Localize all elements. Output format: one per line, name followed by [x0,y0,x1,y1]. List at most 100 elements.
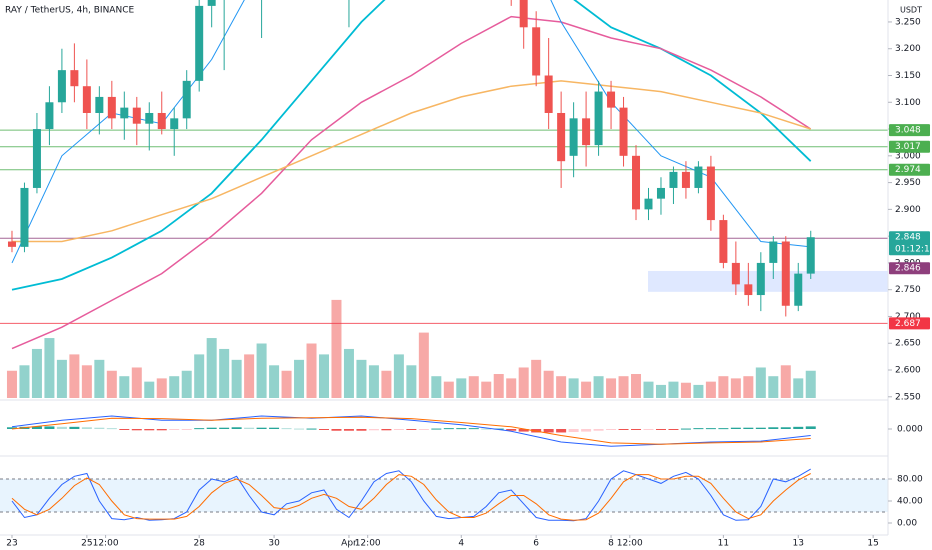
volume-bar [381,370,392,398]
volume-bar [106,370,117,398]
volume-bar [169,376,180,398]
volume-bar [568,378,579,398]
volume-bar [481,381,492,398]
candle-body [32,129,41,188]
volume-bar [768,376,779,398]
candle-body [731,262,740,285]
x-tick-label: 11 [718,539,729,549]
volume-bar [56,359,67,398]
volume-bar [655,384,666,398]
volume-bar [343,348,354,398]
moving-average [11,15,812,350]
candle-body [95,96,104,113]
volume-bar [493,374,504,398]
moving-average [11,0,811,264]
y-tick-label: 2.600 [895,366,921,376]
macd-histogram [443,428,454,430]
volume-bar [406,365,417,398]
macd-histogram [368,429,379,431]
macd-histogram [655,429,666,430]
price-label-box [889,163,930,176]
volume-bar [531,359,542,398]
candle-body [107,96,116,119]
volume-bar [206,338,217,398]
macd-histogram [131,429,142,431]
candle-body [781,241,790,306]
candle-body [619,107,628,156]
volume-bar [306,343,317,398]
price-pane [0,0,888,398]
volume-bar [119,376,130,398]
candle-body [694,166,703,188]
volume-bar [643,381,654,398]
volume-bar [668,381,679,398]
macd-histogram [705,428,716,430]
volume-bar [456,378,467,398]
volume-bar [431,376,442,398]
candle-body [756,262,765,296]
y-tick-label: 2.750 [895,285,921,295]
volume-bar [518,367,529,398]
y-tick-label: 2.900 [895,205,921,215]
macd-histogram [643,429,654,430]
macd-histogram [269,427,280,429]
candle-body [669,171,678,188]
countdown-label: 01:12:12 [895,245,932,255]
macd-histogram [94,427,105,429]
macd-histogram [343,429,354,431]
macd-histogram [768,427,779,429]
macd-histogram [418,429,429,430]
volume-bar [606,378,617,398]
volume-bar [618,376,629,398]
macd-histogram [431,428,442,430]
macd-histogram [606,429,617,430]
macd-histogram [780,427,791,429]
macd-histogram [631,429,642,430]
candle-body [706,166,715,221]
macd-histogram [805,426,816,429]
candle-body [806,237,815,274]
macd-histogram [468,428,479,430]
macd-histogram [518,429,529,432]
macd-histogram [693,428,704,430]
candle-body [544,75,553,113]
macd-histogram [730,427,741,429]
volume-bar [94,359,105,398]
volume-bar [281,370,292,398]
volume-bar [81,365,92,398]
macd-line [11,415,811,447]
moving-average [12,80,811,243]
volume-bar [418,332,429,398]
candle-body [719,220,728,263]
price-zone [647,270,888,292]
volume-bar [593,376,604,398]
price-label: 3.017 [895,142,921,152]
macd-histogram [493,428,504,430]
volume-bar [468,376,479,398]
candle-body [70,70,79,87]
volume-bar [793,378,804,398]
candle-body [569,118,578,156]
stoch-tick-label: 40.00 [897,497,923,507]
candle-body [519,0,528,28]
x-tick-label: 4 [458,539,464,549]
macd-histogram [593,429,604,431]
volume-bar [44,338,55,398]
y-tick-label: 2.550 [895,392,921,402]
price-label-box [889,124,930,137]
x-tick-label: Apr [341,539,357,549]
price-label: 2.687 [895,319,921,329]
volume-bar [680,382,691,398]
candle-body [132,107,141,124]
candle-body [644,198,653,210]
x-tick-label: 13 [793,539,804,549]
macd-histogram [81,427,92,429]
macd-histogram [156,429,167,431]
macd-histogram [306,428,317,430]
volume-bar [294,359,305,398]
candle-body [744,284,753,296]
macd-histogram [219,427,230,429]
macd-histogram [6,427,17,429]
stoch-tick-label: 0.00 [897,519,917,529]
